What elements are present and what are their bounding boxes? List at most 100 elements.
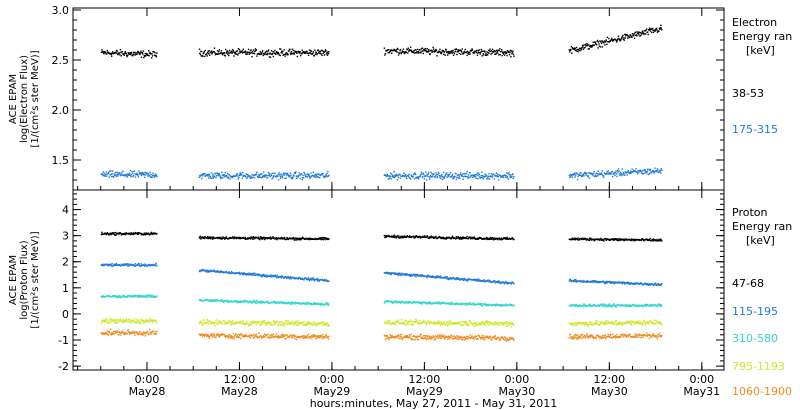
data-point <box>216 270 218 273</box>
data-point <box>151 319 153 322</box>
data-point <box>245 323 247 325</box>
data-point <box>468 324 470 326</box>
data-point <box>233 55 235 57</box>
data-point <box>311 278 314 280</box>
data-point <box>316 324 318 326</box>
data-point <box>225 237 227 239</box>
data-point <box>633 33 635 35</box>
data-point <box>649 168 652 171</box>
data-point <box>454 50 457 53</box>
data-point <box>655 240 658 242</box>
series-115-195 <box>100 262 663 287</box>
data-point <box>212 322 214 325</box>
data-point <box>149 233 152 235</box>
data-point <box>289 176 291 178</box>
data-point <box>644 30 646 32</box>
data-point <box>125 318 127 320</box>
data-point <box>648 173 650 176</box>
data-point <box>213 176 216 178</box>
data-point <box>246 274 248 276</box>
data-point <box>262 54 264 57</box>
data-point <box>146 53 148 55</box>
data-point <box>435 174 438 176</box>
data-point <box>606 36 608 39</box>
data-point <box>230 175 232 178</box>
data-point <box>449 51 451 53</box>
data-point <box>279 48 281 50</box>
data-point <box>636 173 639 175</box>
data-point <box>280 324 282 326</box>
data-point <box>569 175 571 178</box>
data-point <box>580 279 582 282</box>
data-point <box>314 302 316 304</box>
data-point <box>444 277 446 279</box>
data-point <box>496 237 498 240</box>
data-point <box>405 324 407 326</box>
data-point <box>454 277 456 280</box>
data-point <box>155 175 157 178</box>
data-point <box>611 282 613 284</box>
data-point <box>274 274 277 276</box>
data-point <box>616 169 619 172</box>
data-point <box>235 50 238 52</box>
data-point <box>411 51 413 53</box>
data-point <box>575 322 577 324</box>
data-point <box>408 302 410 304</box>
data-point <box>459 236 461 239</box>
data-point <box>296 322 298 324</box>
data-point <box>115 234 117 236</box>
data-point <box>409 323 411 326</box>
data-point <box>306 303 309 305</box>
data-point <box>600 41 602 43</box>
data-point <box>414 321 416 323</box>
data-point <box>599 281 601 284</box>
data-point <box>640 34 642 36</box>
data-point <box>627 305 629 307</box>
data-point <box>492 237 494 239</box>
data-point <box>130 176 132 178</box>
data-point <box>434 277 436 279</box>
data-point <box>239 322 241 325</box>
data-point <box>616 40 618 42</box>
data-point <box>328 325 330 327</box>
data-point <box>629 321 631 323</box>
data-point <box>226 174 228 176</box>
data-point <box>573 47 575 50</box>
data-point <box>597 323 599 325</box>
data-point <box>476 174 478 176</box>
data-point <box>648 29 650 31</box>
data-point <box>635 31 637 33</box>
data-point <box>589 323 591 325</box>
data-point <box>237 236 240 239</box>
data-point <box>586 172 588 174</box>
data-point <box>153 295 156 297</box>
data-point <box>452 176 455 178</box>
data-point <box>235 237 238 240</box>
data-point <box>390 172 392 174</box>
data-point <box>644 32 646 35</box>
data-point <box>208 50 210 52</box>
data-point <box>148 318 151 320</box>
data-point <box>491 48 494 50</box>
series-47-68 <box>100 231 663 242</box>
data-point <box>460 50 462 52</box>
data-point <box>649 30 652 32</box>
data-point <box>618 38 621 41</box>
data-point <box>319 279 321 282</box>
data-point <box>595 280 597 282</box>
data-point <box>439 277 441 279</box>
data-point <box>575 303 577 306</box>
data-point <box>107 265 109 267</box>
data-point <box>508 54 511 56</box>
data-point <box>242 175 244 177</box>
data-point <box>148 175 151 177</box>
data-point <box>584 304 586 306</box>
data-point <box>261 323 263 326</box>
data-point <box>494 323 497 325</box>
data-point <box>264 238 266 241</box>
data-point <box>504 238 507 240</box>
data-point <box>626 174 628 176</box>
data-point <box>262 320 264 322</box>
data-point <box>587 324 589 326</box>
data-point <box>475 174 477 176</box>
